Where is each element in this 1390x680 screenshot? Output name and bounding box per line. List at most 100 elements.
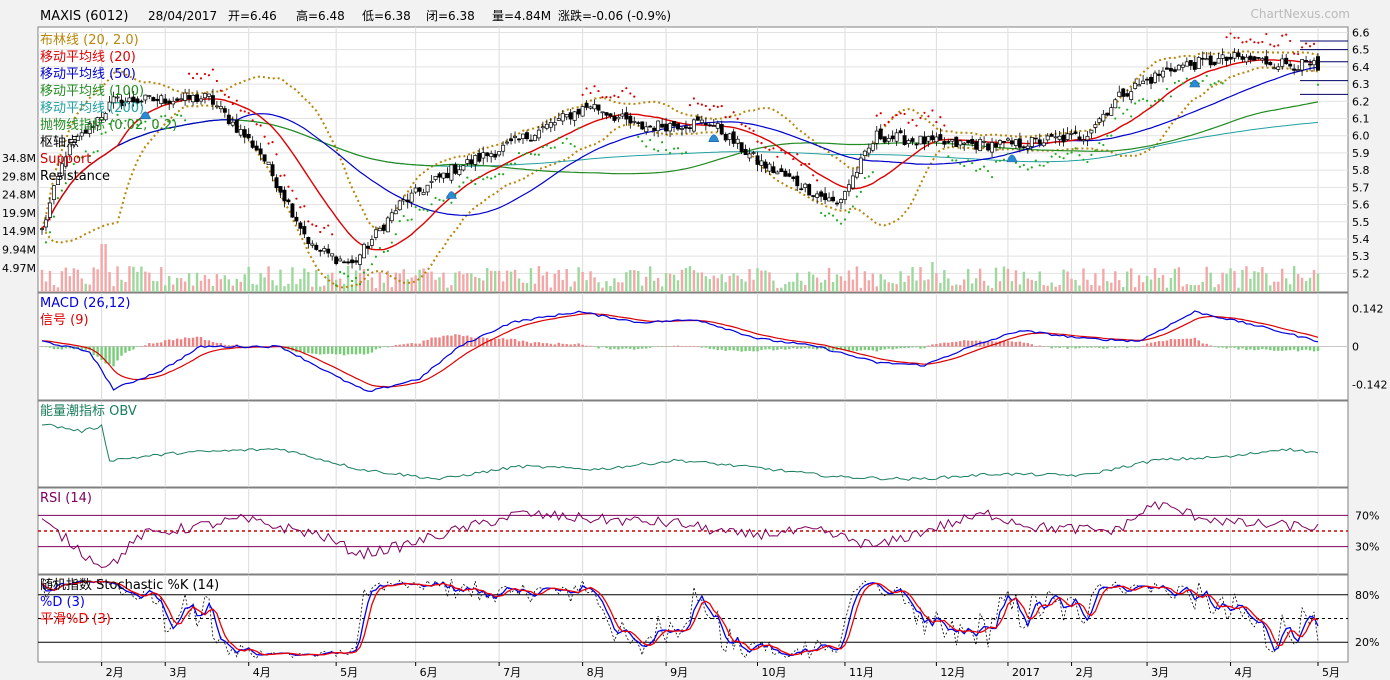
candle-down	[509, 138, 514, 142]
x-tick-label: 10月	[762, 666, 787, 679]
candle-down	[1073, 131, 1078, 134]
macd-histogram-bar	[1165, 340, 1169, 347]
close-value: 闭=6.38	[426, 9, 475, 23]
candle-down	[723, 133, 728, 141]
sar-dot	[645, 145, 648, 148]
candle-up	[1045, 135, 1050, 141]
sar-dot	[1141, 97, 1145, 101]
candle-up	[214, 105, 219, 108]
candle-up	[1220, 54, 1225, 59]
candle-down	[684, 126, 688, 129]
rsi-tick-label: 70%	[1355, 509, 1379, 522]
volume-bar	[887, 282, 890, 292]
volume-bar	[1090, 284, 1093, 292]
macd-histogram-bar	[1137, 346, 1141, 348]
candle-down	[250, 140, 255, 148]
macd-histogram-bar	[847, 346, 851, 351]
sar-dot	[72, 162, 75, 166]
macd-histogram-bar	[1169, 338, 1173, 347]
candle-up	[103, 113, 108, 121]
volume-bar	[1316, 273, 1320, 292]
sar-dot	[505, 162, 509, 166]
sar-dot	[76, 156, 79, 159]
legend-obv: 能量潮指标 OBV	[40, 404, 137, 419]
macd-histogram-bar	[199, 337, 203, 347]
volume-bar	[911, 266, 914, 292]
macd-histogram-bar	[334, 346, 338, 355]
macd-histogram-bar	[227, 345, 231, 347]
sar-dot	[804, 163, 807, 166]
volume-bar	[1157, 277, 1161, 292]
candle-down	[187, 95, 192, 100]
sar-dot	[223, 93, 226, 96]
volume-bar	[271, 280, 274, 292]
volume-bar	[354, 270, 358, 292]
macd-histogram-bar	[736, 346, 739, 351]
volume-bar	[1153, 268, 1157, 292]
sar-dot	[597, 89, 600, 93]
candle-up	[401, 199, 406, 202]
candle-down	[1264, 56, 1269, 65]
volume-bar	[943, 270, 946, 292]
volume-bar	[605, 281, 608, 292]
candle-down	[687, 127, 692, 130]
macd-histogram-bar	[867, 346, 871, 351]
macd-histogram-bar	[585, 345, 588, 347]
sar-dot	[402, 214, 405, 218]
volume-bar	[382, 282, 386, 292]
macd-histogram-bar	[430, 337, 433, 347]
sar-dot	[1014, 161, 1017, 164]
volume-bar	[660, 286, 664, 292]
macd-histogram-bar	[299, 346, 302, 352]
macd-histogram-bar	[1177, 338, 1181, 347]
volume-bar	[1022, 271, 1026, 292]
y-tick-label: 5.5	[1352, 216, 1370, 229]
candle-up	[632, 120, 637, 123]
macd-histogram-bar	[203, 340, 207, 347]
candle-up	[75, 135, 80, 142]
macd-histogram-bar	[398, 344, 401, 347]
candle-up	[1312, 60, 1316, 66]
volume-bar	[398, 273, 401, 292]
candle-down	[1268, 62, 1273, 66]
macd-histogram-bar	[903, 346, 906, 349]
sar-dot	[307, 220, 310, 223]
volume-bar	[478, 277, 481, 292]
sar-dot	[509, 162, 513, 165]
volume-bar	[541, 275, 545, 292]
candle-down	[608, 113, 613, 117]
candlesticks	[40, 48, 1320, 271]
macd-histogram-bar	[966, 340, 970, 347]
volume-bar	[1006, 268, 1010, 292]
x-tick-label: 2月	[106, 666, 124, 679]
volume-bar	[144, 271, 147, 292]
candle-down	[604, 112, 609, 116]
volume-bar	[875, 286, 878, 292]
macd-histogram-bar	[1062, 346, 1065, 348]
macd-histogram-bar	[811, 346, 815, 349]
candle-up	[51, 185, 56, 200]
sar-dot	[331, 233, 334, 236]
volume-bar	[847, 270, 851, 292]
volume-bar	[1277, 281, 1280, 292]
sar-dot	[939, 116, 942, 119]
sar-dot	[998, 159, 1002, 162]
volume-bar	[764, 270, 767, 292]
candle-down	[469, 159, 474, 165]
legend-stoch-d: %D (3)	[40, 595, 85, 610]
volume-bar	[160, 267, 163, 292]
candle-down	[672, 121, 676, 127]
candle-down	[791, 176, 796, 180]
candle-down	[922, 136, 927, 145]
sar-dot	[287, 185, 290, 188]
sar-dot	[140, 122, 143, 125]
volume-bar	[895, 284, 898, 292]
stoch-k-line	[41, 578, 1319, 659]
sar-dot	[1237, 36, 1240, 39]
volume-bar	[378, 272, 382, 292]
sar-dot	[748, 127, 751, 130]
candle-down	[878, 128, 883, 140]
candle-down	[298, 222, 303, 229]
candle-down	[652, 127, 657, 131]
volume-bar	[307, 271, 310, 292]
